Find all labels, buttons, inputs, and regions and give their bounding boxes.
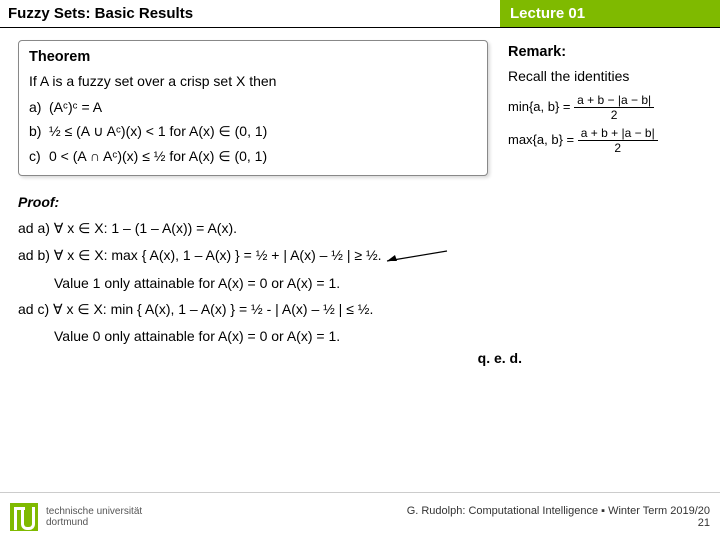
proof-c-note: Value 0 only attainable for A(x) = 0 or … bbox=[54, 328, 702, 344]
remark-column: Remark: Recall the identities min{a, b} … bbox=[508, 40, 702, 190]
theorem-item-b: b)½ ≤ (A ∪ Aᶜ)(x) < 1 for A(x) ∈ (0, 1) bbox=[29, 123, 477, 140]
theorem-title: Theorem bbox=[29, 49, 477, 65]
proof-ad-c: ad c) ∀ x ∈ X: min { A(x), 1 – A(x) } = … bbox=[18, 301, 702, 318]
arrow-icon bbox=[379, 247, 449, 265]
proof-title: Proof: bbox=[18, 194, 702, 210]
proof-ad-a: ad a) ∀ x ∈ X: 1 – (1 – A(x)) = A(x). bbox=[18, 220, 702, 237]
proof-b-note: Value 1 only attainable for A(x) = 0 or … bbox=[54, 275, 702, 291]
logo-area: technische universität dortmund bbox=[0, 503, 142, 531]
tu-logo-icon bbox=[10, 503, 38, 531]
footer-credit: G. Rudolph: Computational Intelligence ▪… bbox=[407, 505, 720, 529]
theorem-item-a: a)(Aᶜ)ᶜ = A bbox=[29, 99, 477, 115]
slide-content: Theorem If A is a fuzzy set over a crisp… bbox=[0, 28, 720, 366]
proof-ad-b: ad b) ∀ x ∈ X: max { A(x), 1 – A(x) } = … bbox=[18, 247, 702, 265]
theorem-premise: If A is a fuzzy set over a crisp set X t… bbox=[29, 73, 477, 89]
proof-section: Proof: ad a) ∀ x ∈ X: 1 – (1 – A(x)) = A… bbox=[18, 194, 702, 366]
header-title-left: Fuzzy Sets: Basic Results bbox=[0, 0, 500, 27]
formula-min: min{a, b} = a + b − |a − b|2 bbox=[508, 94, 702, 121]
header-title-right: Lecture 01 bbox=[500, 0, 720, 27]
remark-title: Remark: bbox=[508, 44, 702, 60]
theorem-item-c: c)0 < (A ∩ Aᶜ)(x) ≤ ½ for A(x) ∈ (0, 1) bbox=[29, 148, 477, 165]
slide-header: Fuzzy Sets: Basic Results Lecture 01 bbox=[0, 0, 720, 28]
proof-qed: q. e. d. bbox=[18, 350, 702, 366]
remark-line: Recall the identities bbox=[508, 68, 702, 84]
university-name: technische universität dortmund bbox=[46, 506, 142, 528]
page-number: 21 bbox=[407, 517, 710, 529]
formula-max: max{a, b} = a + b + |a − b|2 bbox=[508, 127, 702, 154]
slide-footer: technische universität dortmund G. Rudol… bbox=[0, 492, 720, 540]
theorem-box: Theorem If A is a fuzzy set over a crisp… bbox=[18, 40, 488, 176]
